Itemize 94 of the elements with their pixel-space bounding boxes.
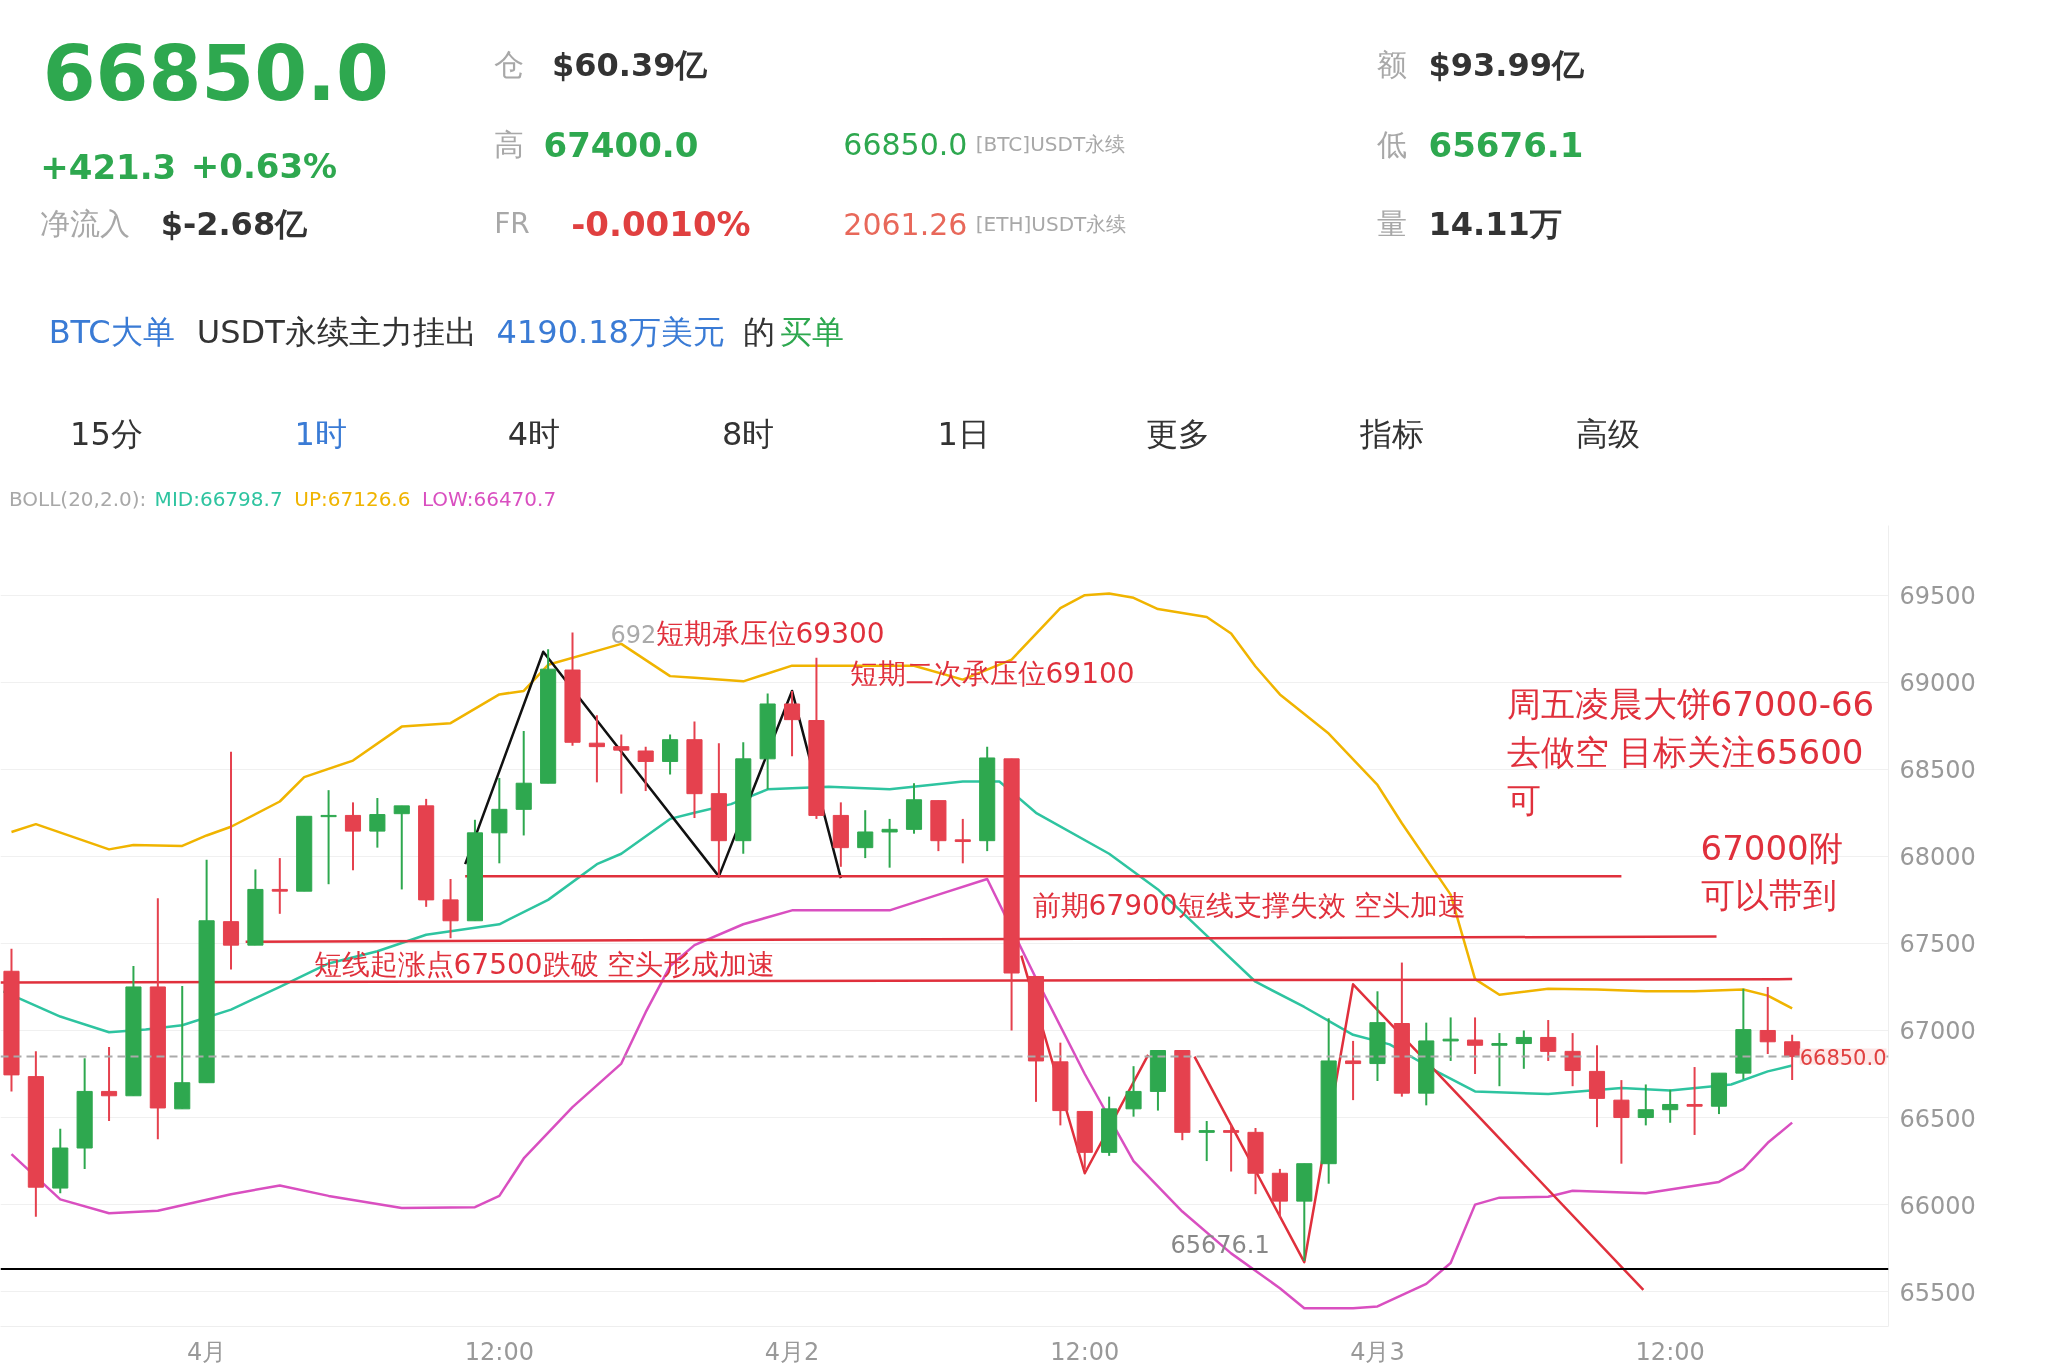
- text: [ETH]USDT永续: [975, 211, 1127, 236]
- y-tick-label: 65500: [1899, 1278, 1976, 1307]
- y-tick-label: 67000: [1899, 1017, 1976, 1046]
- text: MID:66798.7: [154, 487, 283, 512]
- candlestick: [344, 801, 362, 872]
- candlestick: [271, 857, 288, 915]
- text: 低: [1376, 126, 1407, 162]
- candlestick: [1637, 1083, 1654, 1127]
- candlestick: [588, 714, 605, 784]
- candlestick: [954, 817, 971, 865]
- ref-line-label: 66850.0: [1799, 1045, 1887, 1070]
- text: 更多: [1146, 415, 1211, 454]
- candlestick: [491, 776, 508, 865]
- candlestick: [442, 877, 459, 940]
- candlestick: [613, 733, 630, 795]
- candlestick: [320, 789, 337, 886]
- y-tick-label: 69500: [1899, 582, 1976, 611]
- candlestick: [1345, 1039, 1362, 1102]
- candlestick: [222, 750, 240, 971]
- text: 高: [494, 126, 525, 162]
- text: 指标: [1359, 415, 1425, 454]
- text: 65676.1: [1428, 124, 1584, 165]
- text: +0.63%: [190, 146, 338, 187]
- annotation: 短期承压位69300: [655, 617, 885, 650]
- x-tick-label: 12:00: [464, 1337, 534, 1366]
- candlestick: [1466, 1016, 1484, 1076]
- candlestick: [637, 745, 654, 793]
- text: LOW:66470.7: [421, 487, 557, 512]
- annotation: 可以带到: [1700, 874, 1837, 915]
- text: 66850.0: [843, 127, 968, 163]
- text: $60.39亿: [551, 45, 709, 84]
- text: 买单: [779, 313, 844, 352]
- x-tick-label: 4月: [186, 1337, 227, 1366]
- text: UP:67126.6: [294, 487, 411, 512]
- text: FR: [494, 207, 530, 241]
- text: 14.11万: [1428, 204, 1562, 243]
- text: 量: [1376, 206, 1407, 242]
- text: +421.3: [40, 146, 177, 187]
- candlestick: [1491, 1032, 1508, 1088]
- y-tick-label: 66500: [1899, 1104, 1976, 1133]
- text: $-2.68亿: [160, 204, 309, 243]
- candlestick: [1564, 1032, 1581, 1088]
- text: 67400.0: [543, 124, 699, 165]
- y-tick-label: 68000: [1899, 843, 1976, 872]
- annotation: 67000附: [1700, 827, 1843, 868]
- text: 的: [743, 313, 776, 352]
- candlestick: [1759, 985, 1776, 1055]
- candlestick: [1540, 1019, 1557, 1062]
- text: [BTC]USDT永续: [975, 132, 1126, 157]
- candlestick: [100, 1046, 118, 1123]
- candlestick: [1613, 1079, 1630, 1165]
- candlestick: [1784, 1033, 1801, 1082]
- candlestick: [1515, 1029, 1532, 1070]
- candlestick: [1198, 1120, 1215, 1163]
- text: BTC大单: [48, 313, 175, 352]
- text: 2061.26: [843, 206, 968, 242]
- candlestick: [369, 797, 386, 849]
- annotation: 去做空 目标关注65600: [1506, 731, 1864, 772]
- candlestick: [881, 817, 898, 869]
- text: BOLL(20,2.0):: [8, 487, 147, 512]
- text: 额: [1376, 47, 1407, 82]
- candlestick: [783, 689, 801, 758]
- x-tick-label: 12:00: [1635, 1337, 1705, 1366]
- text: 1时: [294, 415, 347, 454]
- text: 66850.0: [42, 29, 389, 119]
- candlestick: [662, 733, 679, 776]
- text: 15分: [70, 415, 143, 454]
- text: $93.99亿: [1428, 45, 1586, 84]
- candlestick: [1662, 1088, 1679, 1124]
- text: -0.0010%: [571, 203, 751, 244]
- text: 4时: [507, 415, 561, 454]
- x-tick-label: 4月2: [764, 1337, 820, 1366]
- text: 仓: [494, 47, 525, 82]
- text: 4190.18万美元: [496, 313, 725, 352]
- text: 1日: [937, 415, 990, 454]
- y-tick-label: 69000: [1899, 669, 1976, 698]
- y-tick-label: 67500: [1899, 930, 1976, 959]
- x-tick-label: 4月3: [1350, 1337, 1405, 1366]
- y-tick-label: 68500: [1899, 756, 1976, 785]
- text: 净流入: [40, 206, 131, 242]
- text: USDT永续主力挂出: [196, 313, 477, 352]
- annotation: 可: [1506, 779, 1541, 820]
- candlestick: [1125, 1065, 1142, 1118]
- annotation: 692: [610, 620, 657, 649]
- candlestick: [393, 804, 410, 891]
- text: 高级: [1575, 415, 1640, 454]
- text: 8时: [722, 415, 775, 454]
- x-tick-label: 12:00: [1050, 1337, 1120, 1366]
- candlestick: [857, 809, 874, 860]
- candlestick: [1442, 1016, 1459, 1062]
- candlestick: [1223, 1123, 1240, 1173]
- candlestick: [1686, 1066, 1703, 1136]
- annotation: 周五凌晨大饼67000-66: [1506, 683, 1875, 724]
- y-tick-label: 66000: [1899, 1191, 1976, 1220]
